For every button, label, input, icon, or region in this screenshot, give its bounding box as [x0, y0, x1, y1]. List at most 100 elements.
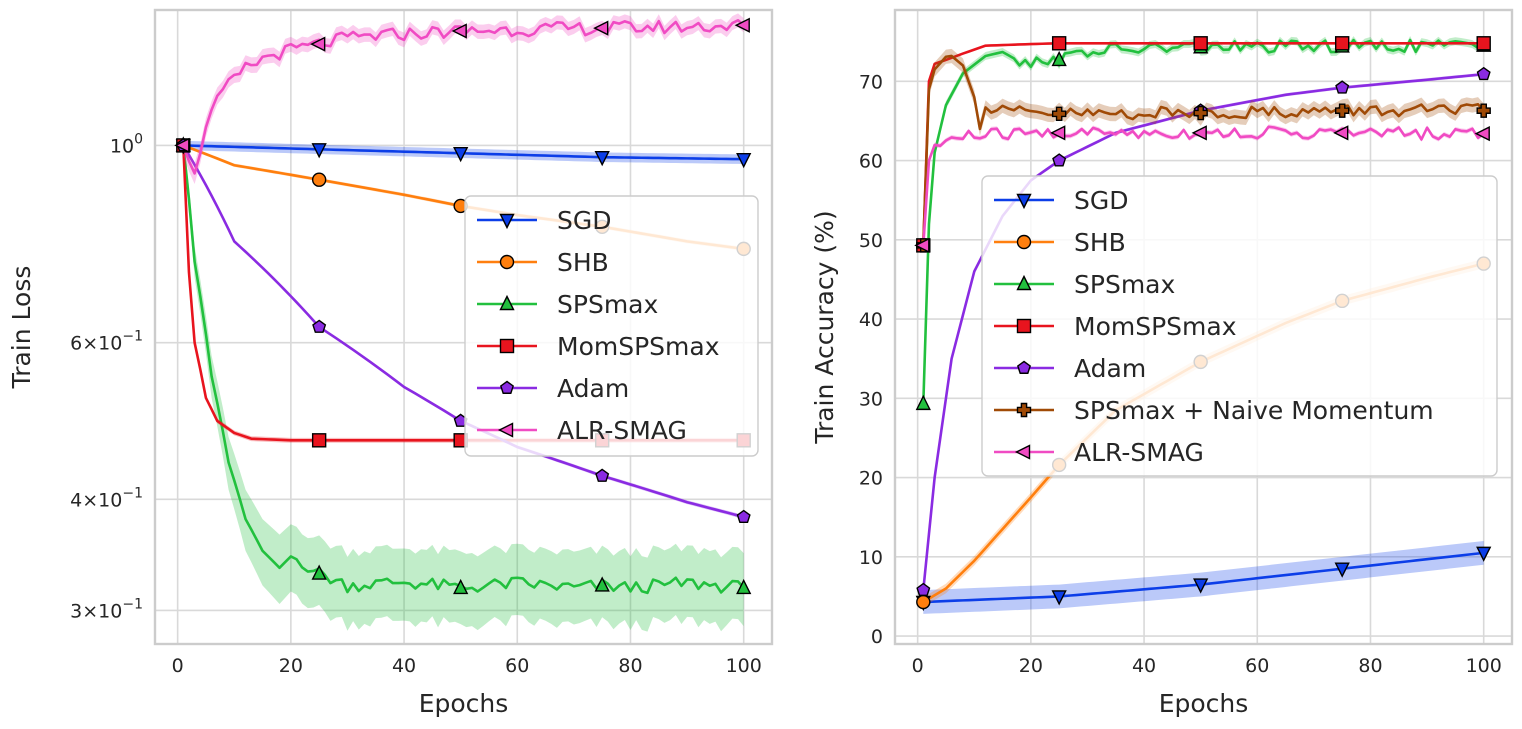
data-point-marker	[916, 582, 931, 597]
y-tick-label: 10	[859, 547, 883, 569]
legend-label: ALR-SMAG	[557, 416, 687, 445]
data-point-marker	[1335, 80, 1350, 94]
data-point-marker	[1193, 105, 1208, 121]
x-tick-label: 20	[1019, 655, 1043, 677]
legend-label: SPSmax	[557, 290, 658, 319]
x-tick-label: 80	[618, 655, 642, 677]
train-accuracy-chart: 0 20 40 60 80 100 0 10 20 30 40 50 60 70 Epochs Train A…	[810, 8, 1514, 718]
y-tick-label: 20	[859, 468, 883, 490]
legend-marker	[1016, 274, 1032, 291]
y-tick-label: 50	[859, 230, 883, 252]
data-point-marker	[1051, 106, 1067, 122]
legend: SGD SHB SPSmax MomSPSmax Adam SPSmax + Naive …	[981, 175, 1498, 477]
legend-item: SPSmax	[477, 290, 658, 319]
x-tick-label: 0	[172, 655, 184, 677]
y-tick-label: 100	[110, 131, 143, 157]
legend-item: Adam	[994, 354, 1146, 383]
data-point-marker	[595, 468, 610, 482]
legend-label: SGD	[1074, 186, 1129, 215]
data-point-marker	[1050, 125, 1066, 141]
x-tick-label: 40	[1132, 655, 1156, 677]
x-tick-label: 40	[392, 655, 416, 677]
data-point-marker	[312, 319, 327, 333]
legend-item: SGD	[477, 206, 612, 235]
legend-label: ALR-SMAG	[1074, 438, 1204, 467]
data-point-marker	[916, 594, 931, 610]
legend-marker	[497, 422, 514, 438]
legend-item: SPSmax	[994, 270, 1175, 299]
data-point-marker	[174, 137, 190, 154]
data-point-marker	[594, 150, 610, 167]
y-tick-label: 4×10−1	[70, 485, 143, 511]
legend-item: SHB	[477, 248, 609, 277]
legend-item: SHB	[994, 228, 1126, 257]
data-point-marker	[1474, 125, 1490, 142]
legend-label: MomSPSmax	[1074, 312, 1237, 341]
data-point-marker	[1052, 153, 1067, 167]
legend-item: ALR-SMAG	[477, 416, 687, 445]
data-point-marker	[736, 578, 752, 595]
data-point-marker	[310, 36, 326, 52]
axes-frame	[153, 8, 774, 646]
data-point-marker	[1476, 36, 1491, 51]
legend-item: MomSPSmax	[477, 332, 720, 361]
data-point-marker	[311, 564, 327, 580]
legend-label: SHB	[557, 248, 609, 277]
data-point-marker	[1193, 36, 1208, 51]
y-tick-label: 30	[859, 388, 883, 410]
legend-marker	[1016, 234, 1032, 250]
x-tick-label: 80	[1358, 655, 1382, 677]
x-tick-label: 60	[1245, 655, 1269, 677]
data-point-marker	[311, 433, 327, 448]
data-point-marker	[453, 147, 469, 163]
x-tick-label: 20	[279, 655, 303, 677]
confidence-band	[923, 540, 1484, 614]
y-tick-label: 0	[871, 626, 883, 648]
legend: SGD SHB SPSmax MomSPSmax Adam ALR-SMAG	[464, 195, 759, 457]
legend-label: Adam	[557, 374, 629, 403]
data-point-marker	[1051, 36, 1067, 51]
legend-label: SHB	[1074, 228, 1126, 257]
data-point-marker	[1476, 66, 1491, 81]
legend-marker	[1016, 193, 1032, 210]
data-point-marker	[914, 237, 930, 254]
legend-item: MomSPSmax	[994, 312, 1237, 341]
data-point-marker	[736, 152, 752, 169]
data-point-marker	[593, 20, 609, 36]
data-point-marker	[1476, 546, 1492, 562]
legend-label: SGD	[557, 206, 612, 235]
confidence-band	[923, 48, 1484, 253]
y-axis-label: Train Loss	[7, 266, 36, 390]
data-point-marker	[1334, 103, 1350, 118]
confidence-band	[923, 124, 1484, 248]
data-point-marker	[1051, 590, 1067, 606]
data-point-marker	[915, 394, 931, 411]
legend-item: ALR-SMAG	[994, 438, 1204, 467]
legend-marker	[499, 213, 515, 230]
data-point-marker	[311, 143, 327, 159]
y-tick-label: 70	[859, 71, 883, 93]
legend-item: SPSmax + Naive Momentum	[994, 396, 1434, 425]
legend-label: SPSmax + Naive Momentum	[1074, 396, 1434, 425]
data-point-marker	[1333, 125, 1349, 141]
legend-marker	[1014, 444, 1031, 460]
data-point-marker	[311, 172, 327, 187]
series-sgd	[923, 540, 1484, 614]
y-tick-label: 3×10−1	[70, 596, 143, 622]
y-tick-label: 6×10−1	[70, 329, 143, 355]
confidence-band	[183, 13, 744, 184]
axes-frame	[893, 8, 1514, 646]
data-point-marker	[1334, 36, 1350, 51]
y-tick-label: 40	[859, 309, 883, 331]
x-tick-label: 60	[505, 655, 529, 677]
legend-marker	[1016, 318, 1032, 334]
legend-marker	[499, 294, 515, 311]
legend-marker	[499, 338, 515, 354]
legend-label: SPSmax	[1074, 270, 1175, 299]
data-point-marker	[1193, 578, 1209, 594]
x-axis-label: Epochs	[1159, 689, 1249, 718]
data-point-marker	[1334, 562, 1350, 578]
y-axis-label: Train Accuracy (%)	[810, 210, 839, 444]
legend-marker	[1016, 360, 1032, 374]
